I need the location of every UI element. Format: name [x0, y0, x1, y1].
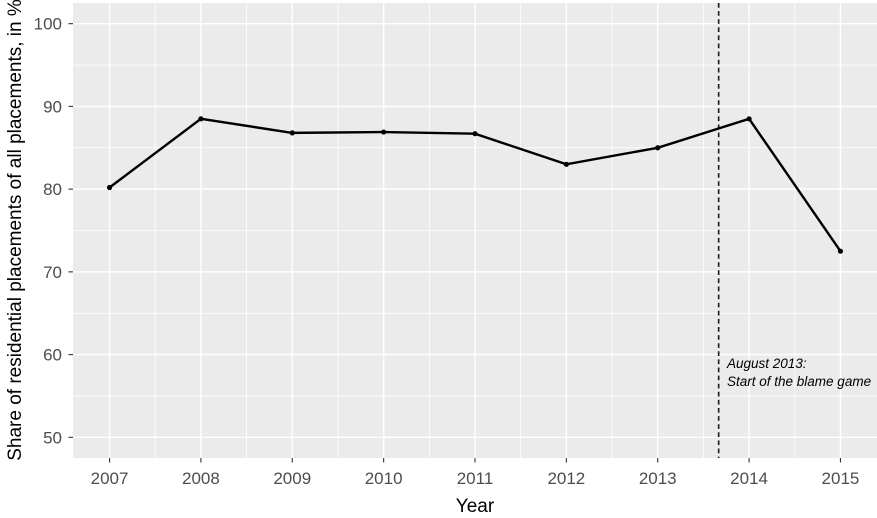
data-point [563, 161, 569, 167]
y-tick-label: 50 [43, 428, 62, 447]
x-tick-label: 2011 [457, 469, 494, 488]
gridlines-major [73, 3, 877, 458]
data-point [289, 130, 295, 136]
x-tick-label: 2009 [273, 469, 311, 488]
data-point [655, 145, 661, 151]
x-tick-label: 2014 [730, 469, 768, 488]
x-tick-label: 2013 [639, 469, 677, 488]
data-point [746, 116, 752, 122]
x-axis-tick-labels: 2007 2008 2009 2010 2011 2012 2013 2014 2015 [91, 469, 860, 488]
y-axis-title: Share of residential placements of all p… [5, 0, 26, 461]
x-tick-label: 2007 [91, 469, 129, 488]
annotation-august-2013-line1: August 2013: [726, 356, 807, 371]
annotation-august-2013-line2: Start of the blame game [727, 374, 871, 389]
x-tick-label: 2010 [365, 469, 403, 488]
x-tick-label: 2015 [822, 469, 860, 488]
y-tick-label: 100 [34, 15, 62, 34]
y-tick-label: 80 [43, 180, 62, 199]
data-point [106, 184, 113, 191]
data-point [837, 248, 844, 254]
axis-tick-marks [68, 23, 842, 463]
x-tick-label: 2008 [182, 469, 220, 488]
data-series [106, 116, 844, 254]
y-tick-label: 90 [43, 97, 62, 116]
x-tick-label: 2012 [547, 469, 585, 488]
y-tick-label: 60 [43, 346, 62, 365]
x-axis-title: Year [456, 496, 495, 517]
data-point [381, 129, 387, 135]
data-point [198, 116, 204, 122]
y-tick-label: 70 [43, 263, 62, 282]
data-point [472, 131, 478, 137]
y-axis-tick-labels: 50 60 70 80 90 100 [34, 15, 62, 448]
